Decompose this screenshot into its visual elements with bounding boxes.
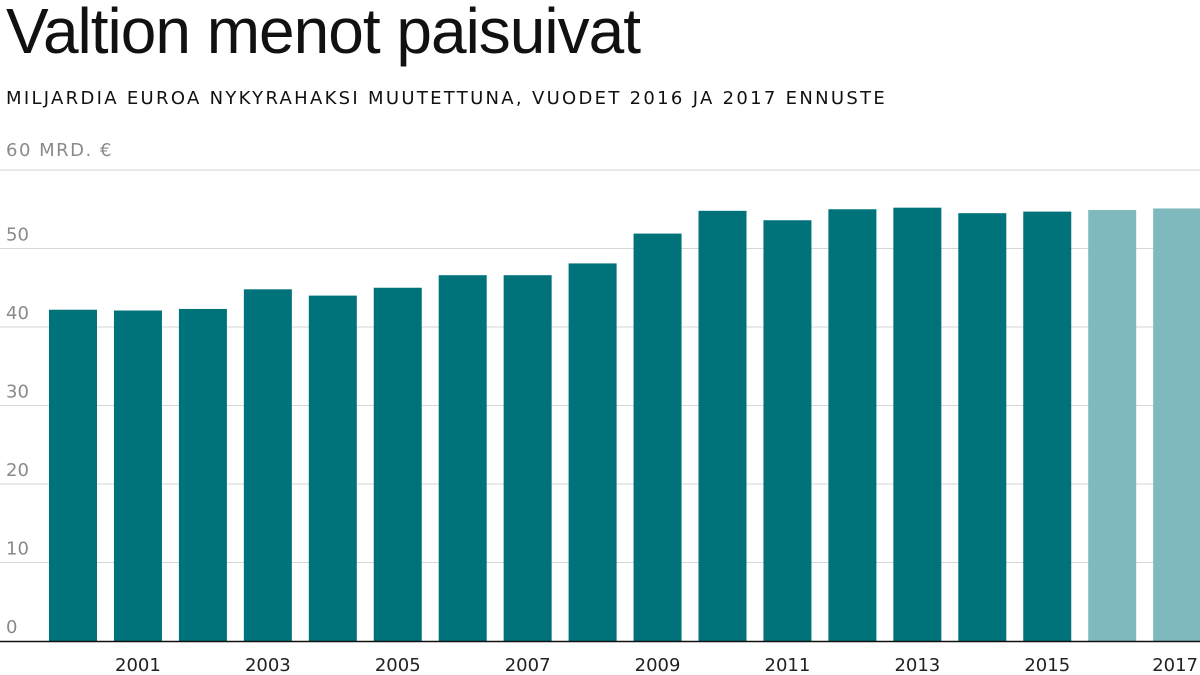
bar [373,287,422,641]
bar [958,213,1007,642]
y-tick-label: 30 [6,382,29,403]
y-tick-label: 50 [6,225,29,246]
x-tick-label: 2007 [505,655,551,675]
bar [828,209,877,641]
x-tick-label: 2017 [1152,655,1198,675]
bar [308,295,357,641]
forecast-bar [1088,210,1137,641]
bar [178,308,227,641]
bar [698,210,747,641]
bar [633,233,682,641]
bar [763,220,812,642]
y-tick-label: 20 [6,460,29,481]
y-tick-label: 0 [6,617,17,638]
bar [438,275,487,641]
bar [1023,211,1072,642]
x-tick-label: 2003 [245,655,291,675]
x-tick-label: 2015 [1024,655,1070,675]
bar [49,309,97,641]
y-axis-ticks: 0 10 20 30 40 50 [6,225,29,639]
y-tick-label: 40 [6,303,29,324]
chart-title: Valtion menot paisuivat [6,0,641,67]
x-tick-label: 2011 [765,655,811,675]
bar [243,289,292,641]
x-axis-ticks: 2001 2003 2005 2007 2009 2011 2013 2015 2017 [115,655,1198,675]
bars [49,207,1200,642]
bar [893,207,942,641]
bar [503,275,552,641]
chart-subtitle: MILJARDIA EUROA NYKYRAHAKSI MUUTETTUNA, … [6,88,888,109]
forecast-bar [1153,208,1200,641]
bar [113,310,162,641]
x-tick-label: 2013 [894,655,940,675]
bar [568,263,617,641]
x-tick-label: 2005 [375,655,421,675]
x-tick-label: 2009 [635,655,681,675]
y-axis-unit-label: 60 MRD. € [6,140,113,161]
x-tick-label: 2001 [115,655,161,675]
y-tick-label: 10 [6,539,29,560]
